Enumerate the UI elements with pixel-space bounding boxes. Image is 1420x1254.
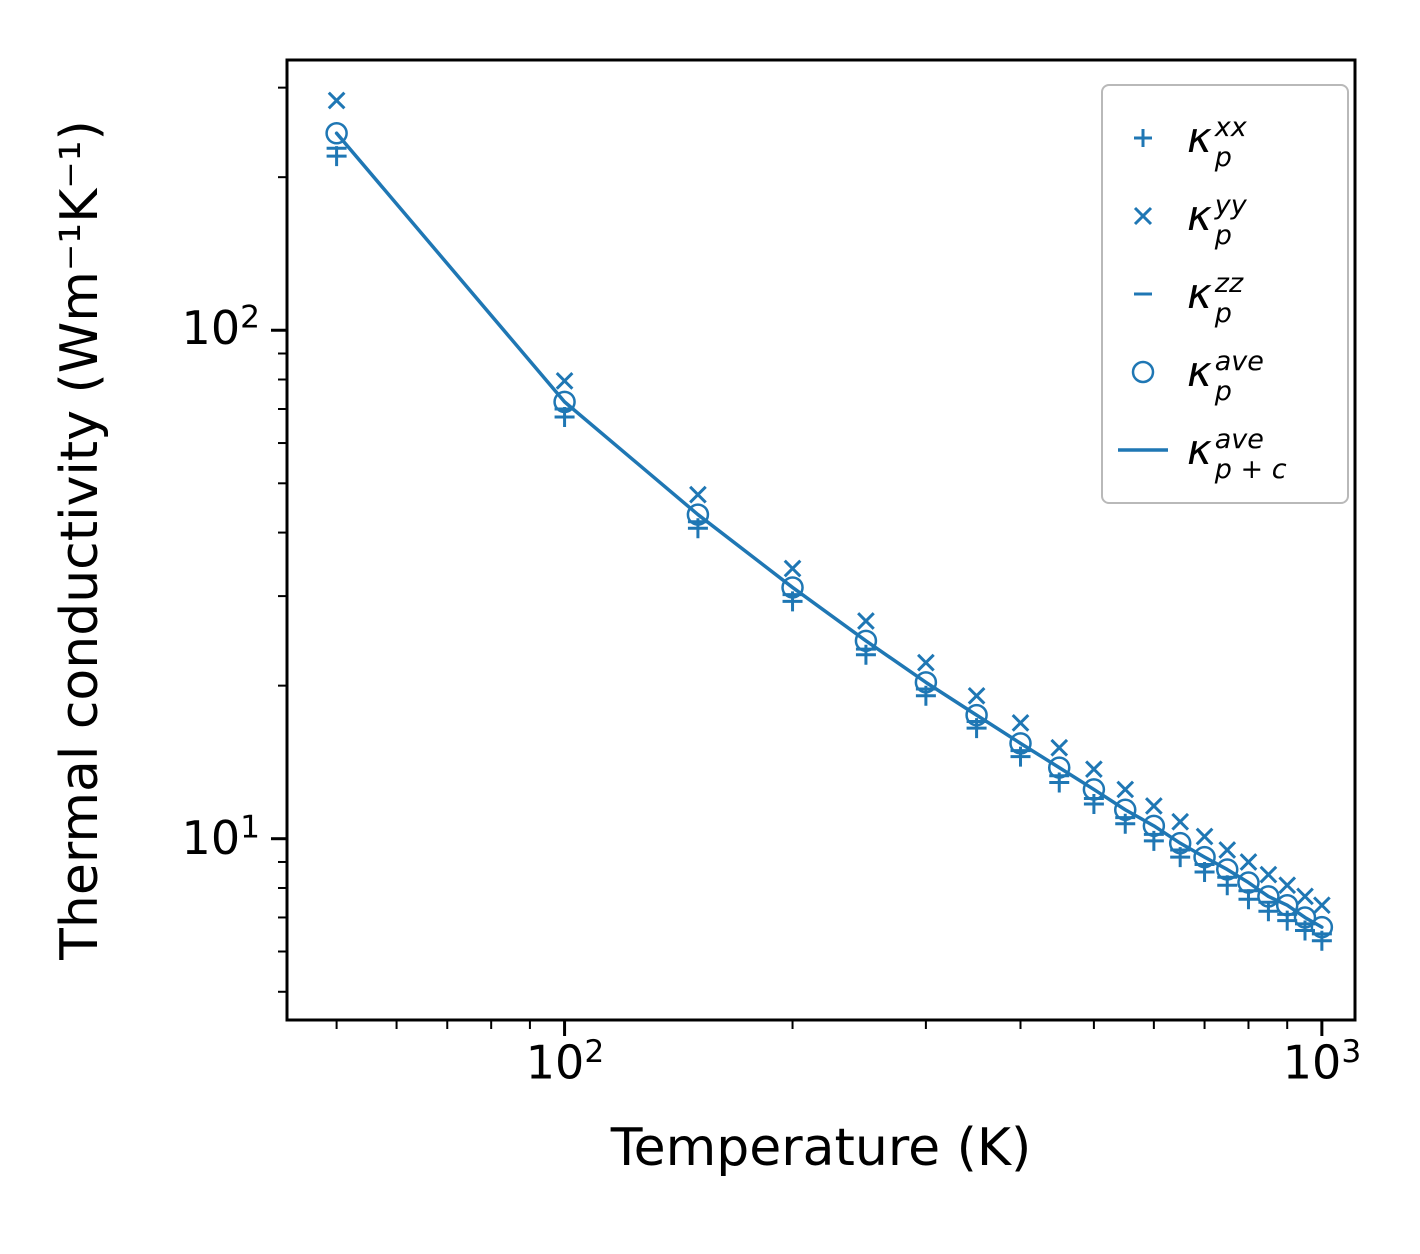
kappa-subscript: p [1214, 220, 1232, 251]
legend-entry-kappa-p-xx: κ xx p [1111, 102, 1339, 174]
line-marker-icon [1111, 432, 1175, 468]
y-tick-100: 102 [110, 300, 260, 355]
kappa-subscript: p [1214, 142, 1232, 173]
y-tick-10-base: 10 [181, 810, 241, 865]
x-tick-1000-exp: 3 [1341, 1034, 1362, 1070]
legend-label: κ ave p + c [1187, 420, 1287, 485]
circle-marker-icon [1111, 354, 1175, 390]
legend-label: κ yy p [1187, 186, 1247, 251]
x-tick-1000-base: 10 [1282, 1035, 1342, 1090]
kappa-symbol: κ [1187, 347, 1212, 396]
kappa-symbol: κ [1187, 269, 1212, 318]
legend-entry-kappa-p-ave: κ ave p [1111, 336, 1339, 408]
x-marker-icon [1111, 198, 1175, 234]
legend-label: κ ave p [1187, 342, 1264, 407]
legend-label: κ zz p [1187, 264, 1244, 329]
kappa-subscript: p [1214, 298, 1232, 329]
y-tick-100-exp: 2 [240, 299, 260, 336]
legend-entry-kappa-p-yy: κ yy p [1111, 180, 1339, 252]
kappa-superscript: ave [1214, 423, 1264, 455]
x-tick-1000: 103 [1283, 1034, 1361, 1089]
kappa-symbol: κ [1187, 191, 1212, 240]
kappa-symbol: κ [1187, 425, 1212, 474]
legend-entry-kappa-p-zz: κ zz p [1111, 258, 1339, 330]
y-tick-100-base: 10 [181, 300, 241, 355]
kappa-symbol: κ [1187, 113, 1212, 162]
legend: κ xx p κ yy p κ zz p κ ave p [1101, 84, 1349, 504]
kappa-superscript: xx [1214, 111, 1247, 143]
x-axis-label: Temperature (K) [610, 1118, 1032, 1178]
kappa-subscript: p + c [1214, 454, 1287, 485]
y-axis-label: Thermal conductivity (Wm⁻¹K⁻¹) [50, 120, 110, 960]
x-tick-100-exp: 2 [584, 1034, 605, 1070]
legend-entry-kappa-p-plus-c-ave: κ ave p + c [1111, 414, 1339, 486]
x-tick-100-base: 10 [525, 1035, 585, 1090]
kappa-superscript: yy [1214, 189, 1247, 221]
y-tick-10-exp: 1 [240, 809, 260, 846]
legend-label: κ xx p [1187, 108, 1247, 173]
x-tick-100: 102 [526, 1034, 604, 1089]
kappa-subscript: p [1214, 376, 1232, 407]
dash-marker-icon [1111, 276, 1175, 312]
kappa-superscript: zz [1214, 267, 1244, 299]
y-tick-10: 101 [110, 810, 260, 865]
kappa-superscript: ave [1214, 345, 1264, 377]
plus-marker-icon [1111, 120, 1175, 156]
